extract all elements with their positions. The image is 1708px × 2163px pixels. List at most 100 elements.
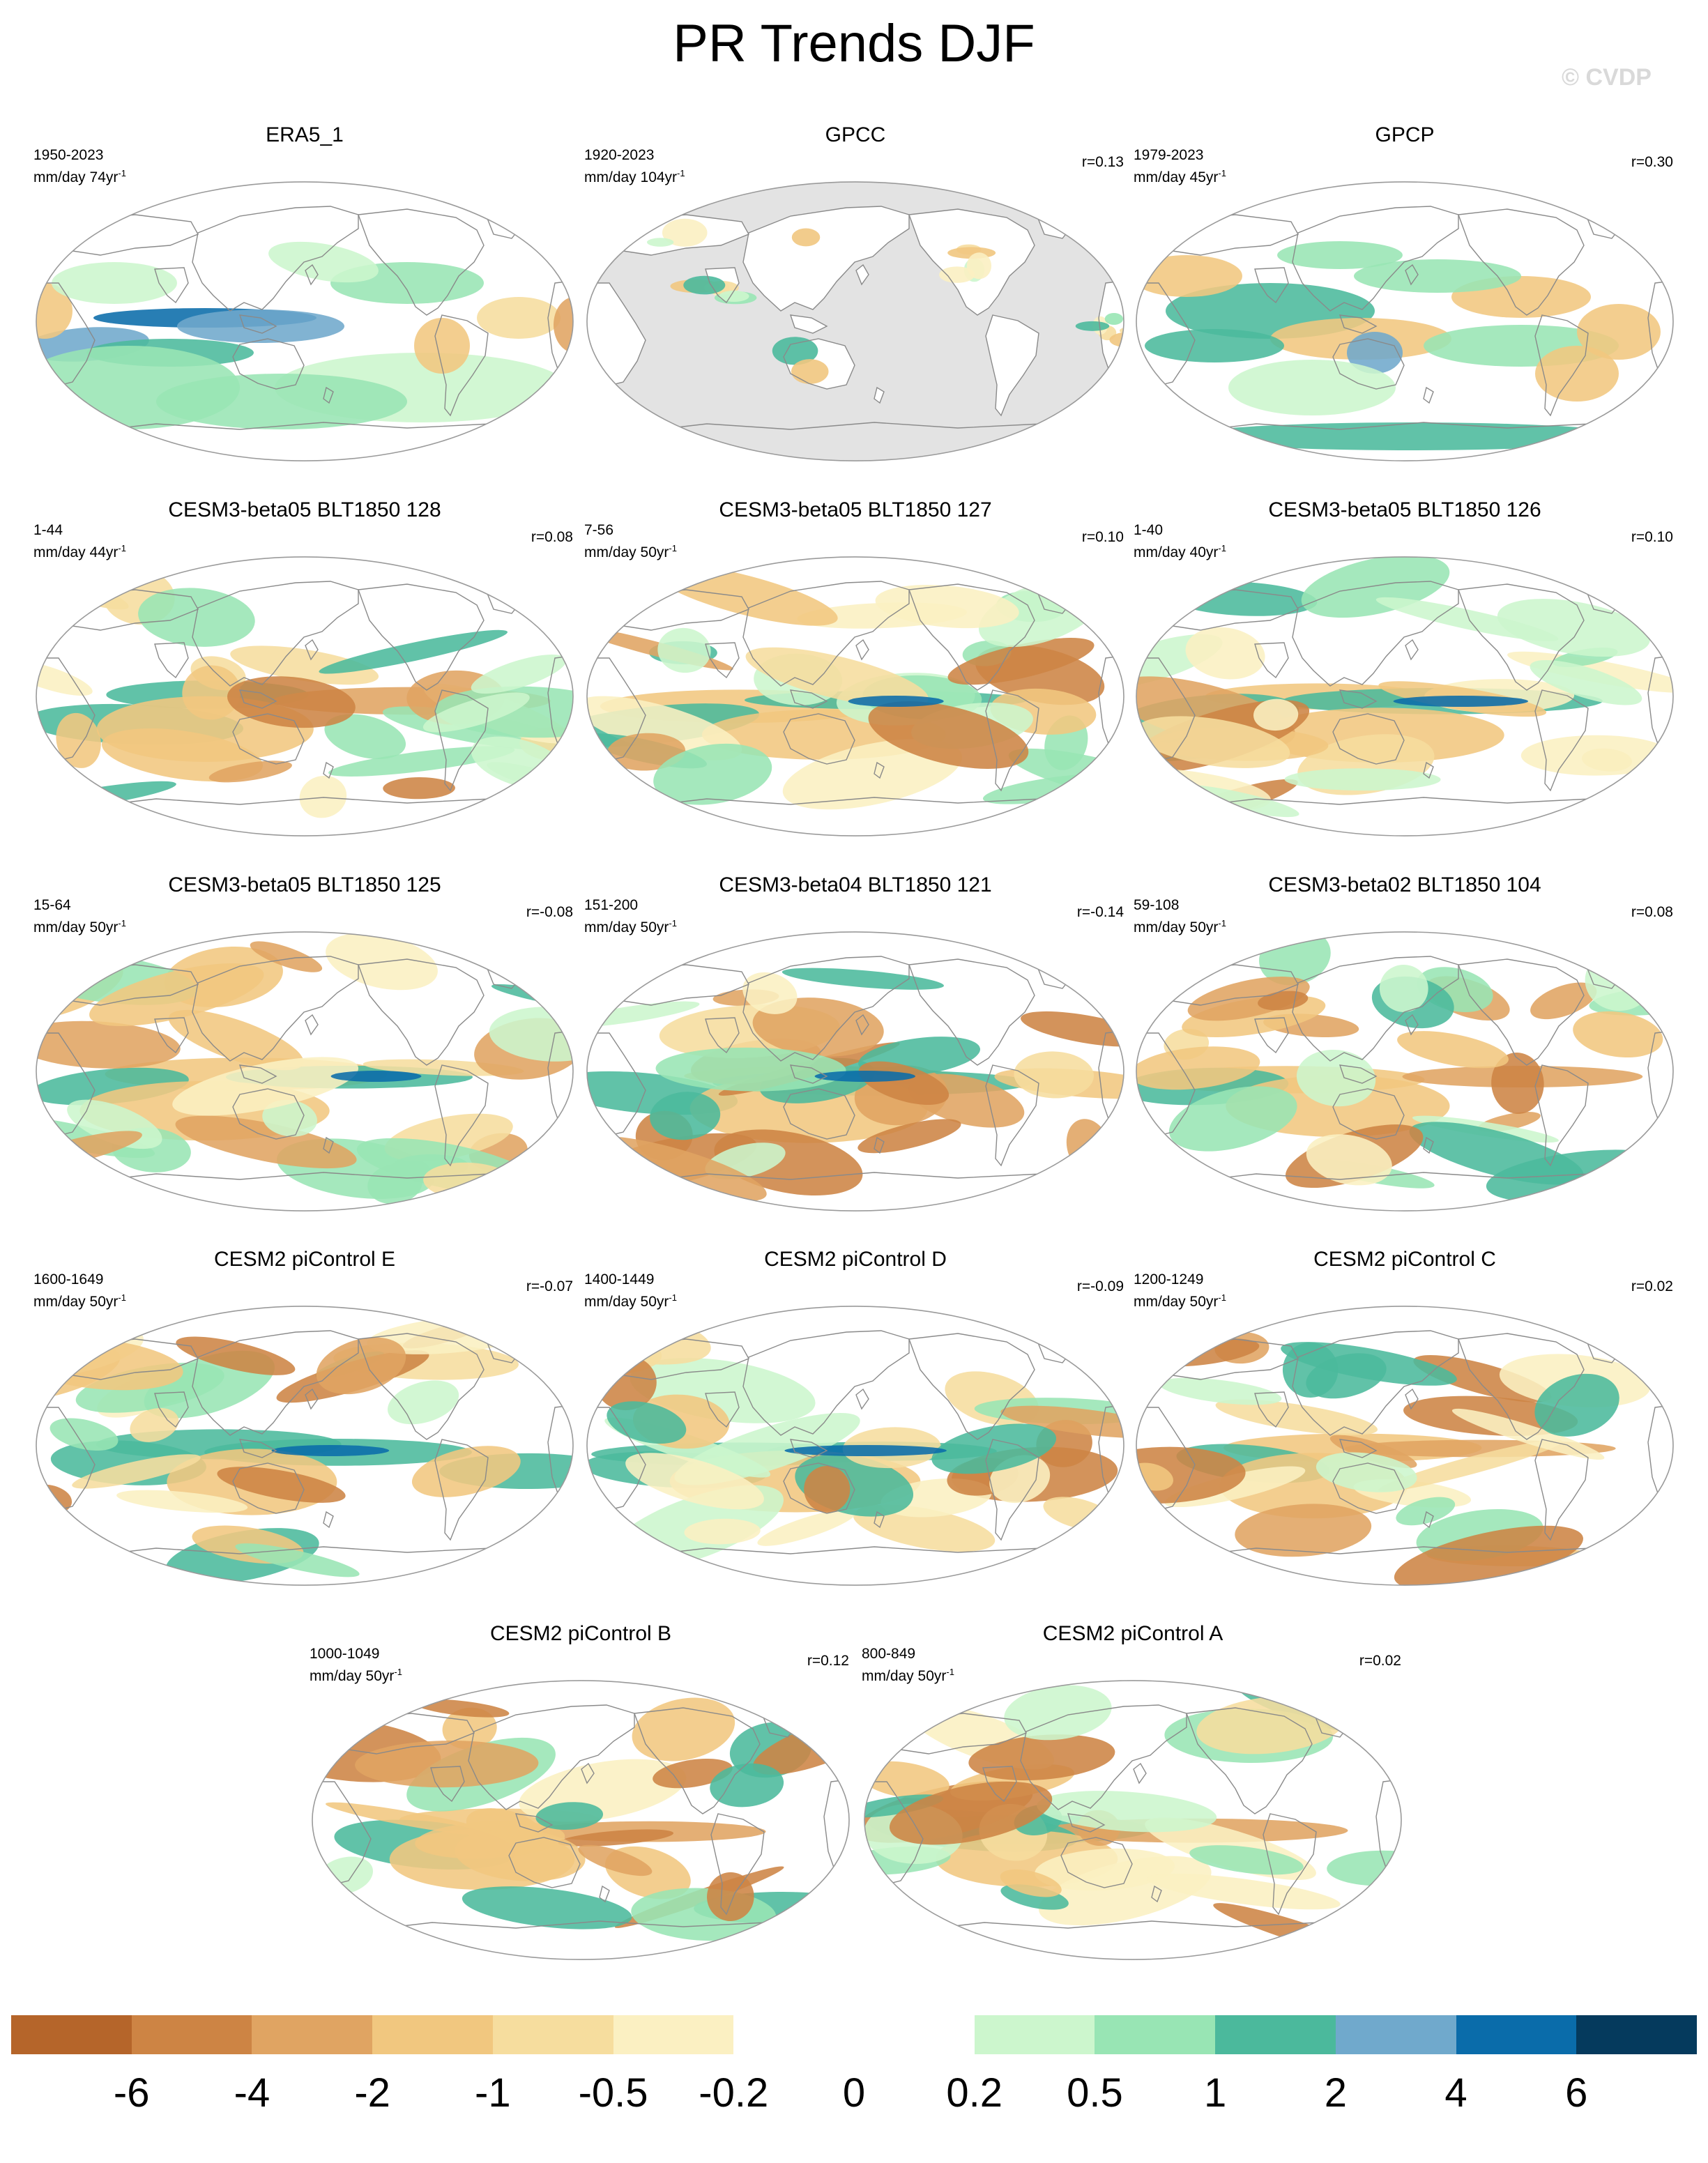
- coastline-sea: [1339, 689, 1378, 709]
- coastline-asia: [1292, 581, 1459, 687]
- trend-patch: [650, 1092, 721, 1140]
- panel-title: CESM3-beta05 BLT1850 128: [168, 498, 441, 521]
- land-nz: [874, 388, 884, 403]
- coastline-asia: [1292, 1330, 1459, 1436]
- coastline-australia: [1060, 1837, 1133, 1888]
- panel-units-text: mm/day 50yr: [1134, 1294, 1219, 1310]
- coastline-japan: [855, 639, 869, 661]
- panel-units-text: mm/day 40yr: [1134, 544, 1219, 560]
- trend-patch: [968, 1734, 1115, 1781]
- trend-patch: [742, 972, 798, 1014]
- coastline-india: [1254, 1017, 1289, 1054]
- trend-patch: [535, 1802, 604, 1830]
- coastline-nz: [1423, 386, 1434, 404]
- coastline-japan: [305, 1014, 319, 1036]
- trend-patch: [36, 659, 93, 696]
- coastline-sea: [238, 689, 277, 709]
- coastline-japan: [1405, 1388, 1419, 1410]
- pattern-correlation: r=0.30: [1631, 154, 1673, 170]
- trend-patch: [784, 1445, 947, 1456]
- coastline-sea: [789, 1439, 828, 1458]
- trend-patch: [1409, 1122, 1584, 1185]
- coastline-namerica: [358, 958, 485, 1066]
- trend-patch: [116, 1490, 248, 1513]
- map-area: [31, 1303, 579, 1589]
- trend-field: [36, 1315, 574, 1586]
- panel-units-text: mm/day 50yr: [584, 919, 669, 935]
- colorbar-tick-label: -0.2: [699, 2070, 769, 2116]
- land-asia: [743, 206, 909, 311]
- trend-patch: [931, 1423, 1057, 1474]
- trend-patch: [586, 696, 742, 761]
- colorbar-tick-label: -4: [234, 2070, 270, 2116]
- coastline-japan: [1405, 639, 1419, 661]
- pattern-correlation: r=0.10: [1631, 529, 1673, 545]
- panel-units-text: mm/day 104yr: [584, 169, 678, 185]
- map-border: [1136, 931, 1674, 1212]
- coastline-greenland: [1032, 1327, 1078, 1363]
- robinson-map: [586, 1306, 1124, 1586]
- coastline-namerica: [1186, 1707, 1313, 1814]
- coastline-sea: [1339, 314, 1378, 334]
- coastline-samerica: [434, 1064, 489, 1167]
- panel-period: 1-40: [1134, 522, 1164, 538]
- trend-field: [312, 1697, 850, 1960]
- trend-patch: [781, 968, 944, 990]
- trend-patch: [176, 1336, 296, 1375]
- trend-patch: [607, 733, 686, 771]
- coastline-nz: [323, 1511, 334, 1529]
- map-panel: CESM3-beta05 BLT1850 126 1-40 mm/day 40yr-…: [1131, 498, 1679, 839]
- trend-patch: [36, 1484, 73, 1515]
- panel-units: mm/day 50yr-1: [862, 1663, 954, 1686]
- trend-patch: [72, 1454, 201, 1489]
- trend-patch: [1004, 1685, 1112, 1741]
- colorbar-tick-label: 2: [1324, 2070, 1347, 2116]
- panel-period: 151-200: [584, 897, 639, 913]
- pattern-correlation: r=-0.14: [1076, 904, 1124, 920]
- map-border: [312, 1680, 850, 1960]
- panel-title: GPCP: [1375, 123, 1435, 146]
- panel-units: mm/day 50yr-1: [1134, 1289, 1226, 1311]
- panel-units-text: mm/day 50yr: [584, 544, 669, 560]
- map-area: [1131, 553, 1679, 839]
- map-panel: CESM3-beta05 BLT1850 125 15-64 mm/day 50yr…: [31, 873, 579, 1214]
- coastline-namerica: [1458, 583, 1585, 691]
- coastline-australia: [1332, 713, 1405, 765]
- coastline-asia: [192, 206, 359, 312]
- map-border: [586, 1306, 1124, 1586]
- coastline-india: [154, 1391, 189, 1428]
- coastline-japan: [305, 263, 319, 286]
- colorbar-tick-label: -0.5: [578, 2070, 648, 2116]
- coastline-asia: [192, 956, 359, 1062]
- panel-units-text: mm/day 45yr: [1134, 169, 1219, 185]
- map-panel: CESM2 piControl C 1200-1249 mm/day 50yr-1 r…: [1131, 1247, 1679, 1589]
- coastline-nz: [874, 1511, 885, 1529]
- trend-patch: [1104, 312, 1124, 325]
- trend-field: [586, 1306, 1124, 1586]
- trend-patch: [422, 692, 530, 733]
- map-border: [36, 556, 574, 836]
- coastline-japan: [305, 1388, 319, 1410]
- robinson-map: [36, 556, 574, 836]
- map-border: [36, 1306, 574, 1586]
- coastline-greenland: [1581, 203, 1628, 239]
- colorbar-swatch: [1215, 2015, 1336, 2054]
- panel-units: mm/day 74yr-1: [33, 165, 126, 187]
- trend-patch: [130, 1407, 179, 1442]
- trend-patch: [1614, 773, 1658, 825]
- colorbar-tick-label: -1: [475, 2070, 511, 2116]
- units-exponent: -1: [1218, 168, 1226, 178]
- panel-units-text: mm/day 74yr: [33, 169, 119, 185]
- panel-title: CESM3-beta02 BLT1850 104: [1268, 873, 1541, 896]
- trend-patch: [947, 638, 1095, 685]
- trend-patch: [49, 1418, 119, 1451]
- coastline-nz: [1151, 1885, 1162, 1903]
- trend-patch: [1136, 255, 1242, 297]
- coastline-australia: [783, 1088, 855, 1140]
- map-panel: CESM2 piControl A 800-849 mm/day 50yr-1 r=0…: [859, 1621, 1407, 1963]
- pattern-correlation: r=-0.09: [1076, 1278, 1124, 1294]
- coastline-sea: [238, 314, 277, 334]
- trend-patch: [848, 696, 944, 707]
- pattern-correlation: r=-0.08: [526, 904, 573, 920]
- map-area: [581, 178, 1129, 464]
